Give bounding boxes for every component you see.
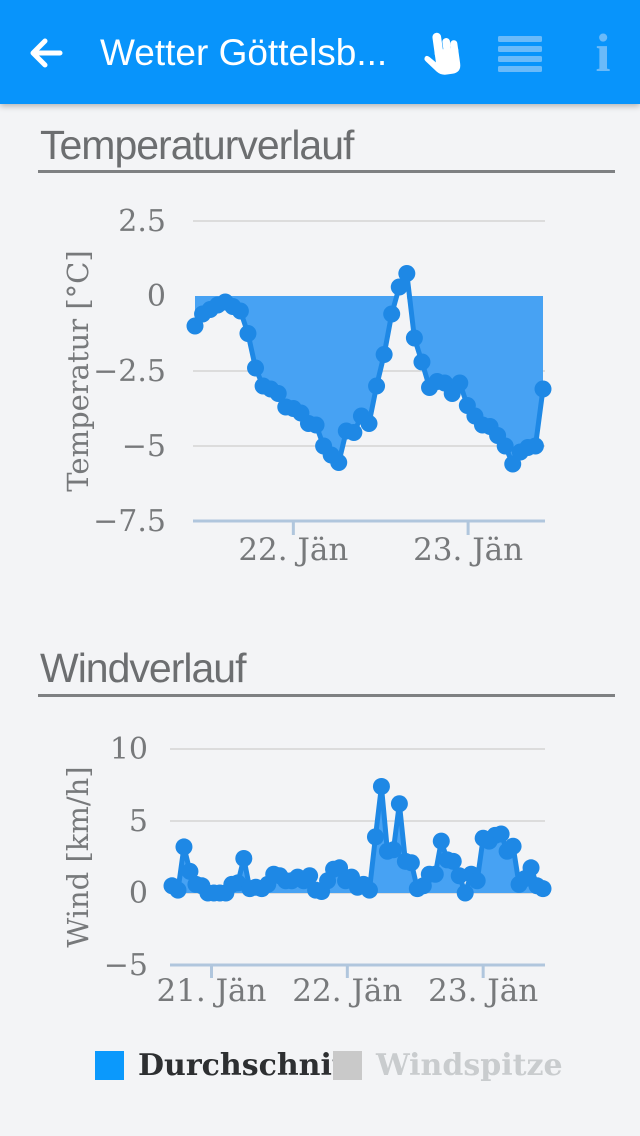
back-button[interactable] <box>26 33 66 73</box>
svg-text:0: 0 <box>129 876 148 911</box>
temperature-section-heading: Temperaturverlauf <box>40 122 354 168</box>
svg-text:Temperatur [°C]: Temperatur [°C] <box>61 250 95 491</box>
svg-text:23. Jän: 23. Jän <box>428 973 538 1009</box>
wind-chart[interactable]: 10 5 0 −521. Jän 22. Jän 23. Jän Wind [km/h] <box>0 715 640 1015</box>
legend-item-windspitze[interactable]: Windspitze <box>333 1048 563 1083</box>
svg-text:5: 5 <box>129 804 148 839</box>
legend-item-durchschnitt[interactable]: Durchschnitt <box>95 1048 360 1083</box>
svg-text:22. Jän: 22. Jän <box>238 532 348 568</box>
svg-text:−2.5: −2.5 <box>93 354 166 389</box>
svg-text:0: 0 <box>147 279 166 314</box>
svg-text:−5: −5 <box>104 948 148 983</box>
legend-label: Windspitze <box>376 1048 563 1083</box>
svg-text:−5: −5 <box>122 429 166 464</box>
svg-text:23. Jän: 23. Jän <box>413 532 523 568</box>
svg-text:22. Jän: 22. Jän <box>292 973 402 1009</box>
legend-swatch-blue <box>95 1051 124 1080</box>
section-divider <box>38 170 615 173</box>
section-divider <box>38 694 615 697</box>
svg-text:21. Jän: 21. Jän <box>156 973 266 1009</box>
temperature-chart[interactable]: 2.5 0 −2.5 −5 −7.5 22. Jän 23. Jän Temperatur [… <box>0 180 640 580</box>
legend-swatch-gray <box>333 1051 362 1080</box>
legend-label: Durchschnitt <box>138 1048 360 1083</box>
svg-text:−7.5: −7.5 <box>93 504 166 539</box>
pan-mode-button[interactable] <box>416 28 468 82</box>
info-button[interactable]: i <box>583 24 623 82</box>
wind-section-heading: Windverlauf <box>40 645 246 691</box>
page-title: Wetter Göttelsb... <box>100 32 388 73</box>
wind-chart-legend: Durchschnitt Windspitze <box>0 1048 640 1088</box>
hamburger-menu-icon <box>498 36 542 72</box>
arrow-left-icon <box>30 38 63 68</box>
svg-text:Wind [km/h]: Wind [km/h] <box>61 766 95 947</box>
menu-button[interactable] <box>497 36 543 72</box>
hand-pointer-icon <box>424 32 461 75</box>
app-header: Wetter Göttelsb... i <box>0 0 640 104</box>
svg-text:2.5: 2.5 <box>118 204 166 239</box>
info-icon: i <box>595 23 611 83</box>
svg-text:10: 10 <box>110 732 148 767</box>
